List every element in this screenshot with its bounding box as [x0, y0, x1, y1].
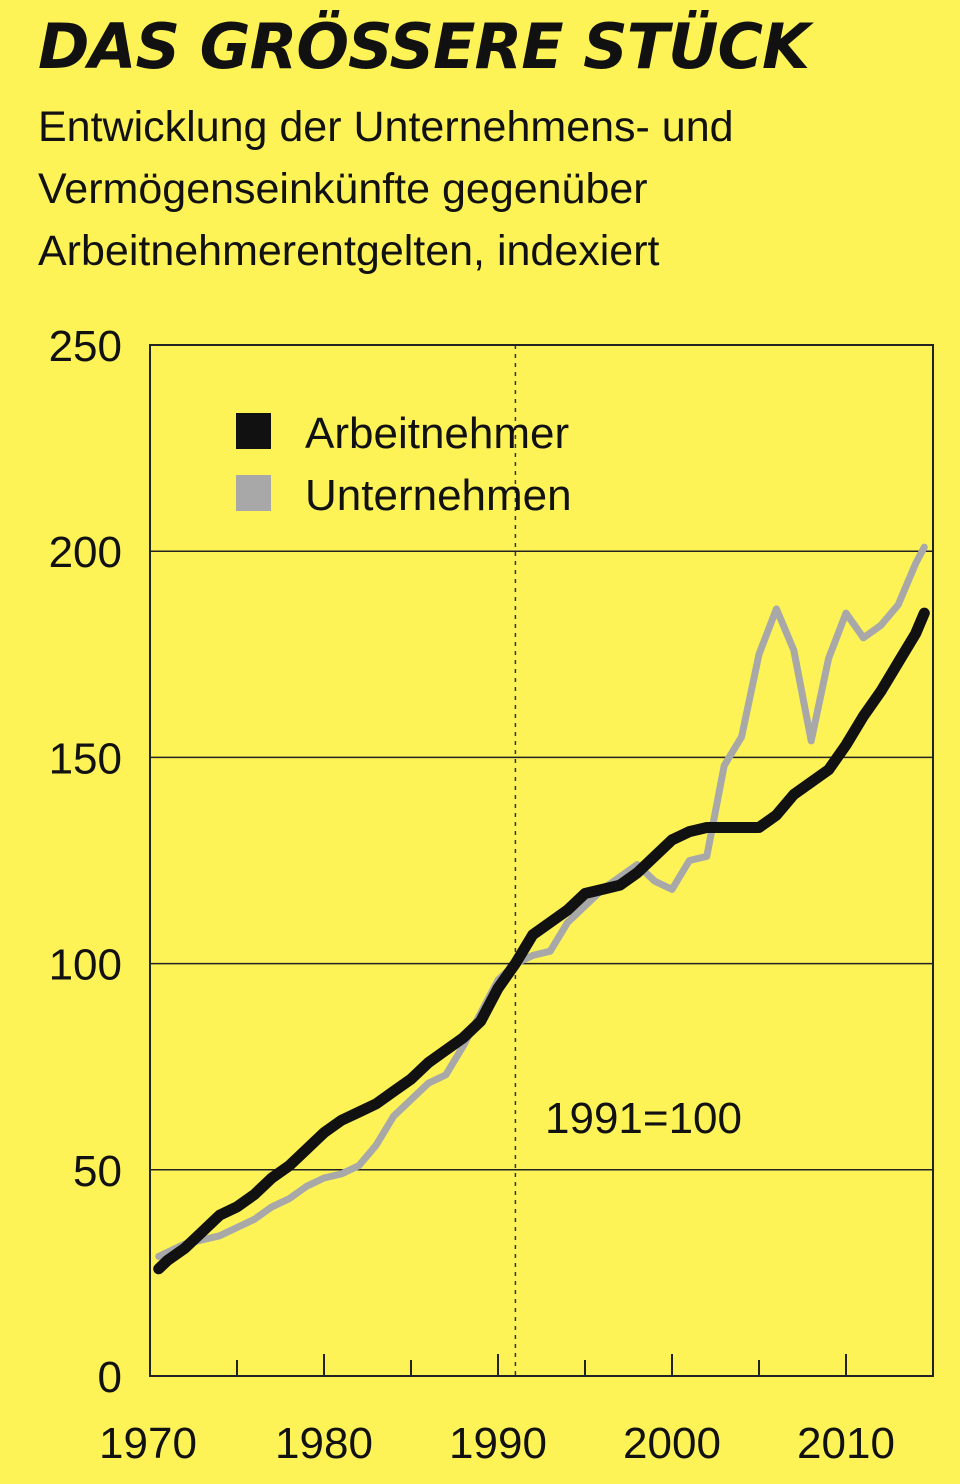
- legend: Arbeitnehmer Unternehmen: [236, 409, 572, 520]
- legend-label-arbeitnehmer: Arbeitnehmer: [305, 409, 569, 458]
- y-tick-label-100: 100: [49, 941, 122, 990]
- x-tick-label-1970: 1970: [99, 1419, 197, 1468]
- y-tick-label-50: 50: [73, 1147, 122, 1196]
- chart-title: DAS GRÖSSERE STÜCK: [38, 10, 810, 83]
- legend-swatch-arbeitnehmer: [236, 413, 271, 449]
- grid-lines: [150, 550, 933, 1171]
- series-lines: [153, 543, 930, 1275]
- x-tick-label-2010: 2010: [797, 1419, 895, 1468]
- y-tick-label-200: 200: [49, 528, 122, 577]
- legend-label-unternehmen: Unternehmen: [305, 471, 572, 520]
- plot-frame: [149, 344, 934, 1377]
- y-tick-label-0: 0: [98, 1353, 122, 1402]
- series-line-arbeitnehmer: [153, 607, 930, 1275]
- legend-swatch-unternehmen: [236, 475, 271, 511]
- index-base-annotation: 1991=100: [545, 1094, 742, 1143]
- axes: 0 50 100 150 200 250 1970 1980 1990 2000 2010: [49, 322, 895, 1468]
- chart-subtitle: Entwicklung der Unternehmens- und Vermög…: [38, 103, 734, 275]
- series-line-unternehmen: [155, 543, 928, 1260]
- y-tick-label-150: 150: [49, 734, 122, 783]
- x-tick-label-1980: 1980: [275, 1419, 373, 1468]
- x-tick-label-2000: 2000: [623, 1419, 721, 1468]
- y-tick-label-250: 250: [49, 322, 122, 371]
- x-tick-label-1990: 1990: [449, 1419, 547, 1468]
